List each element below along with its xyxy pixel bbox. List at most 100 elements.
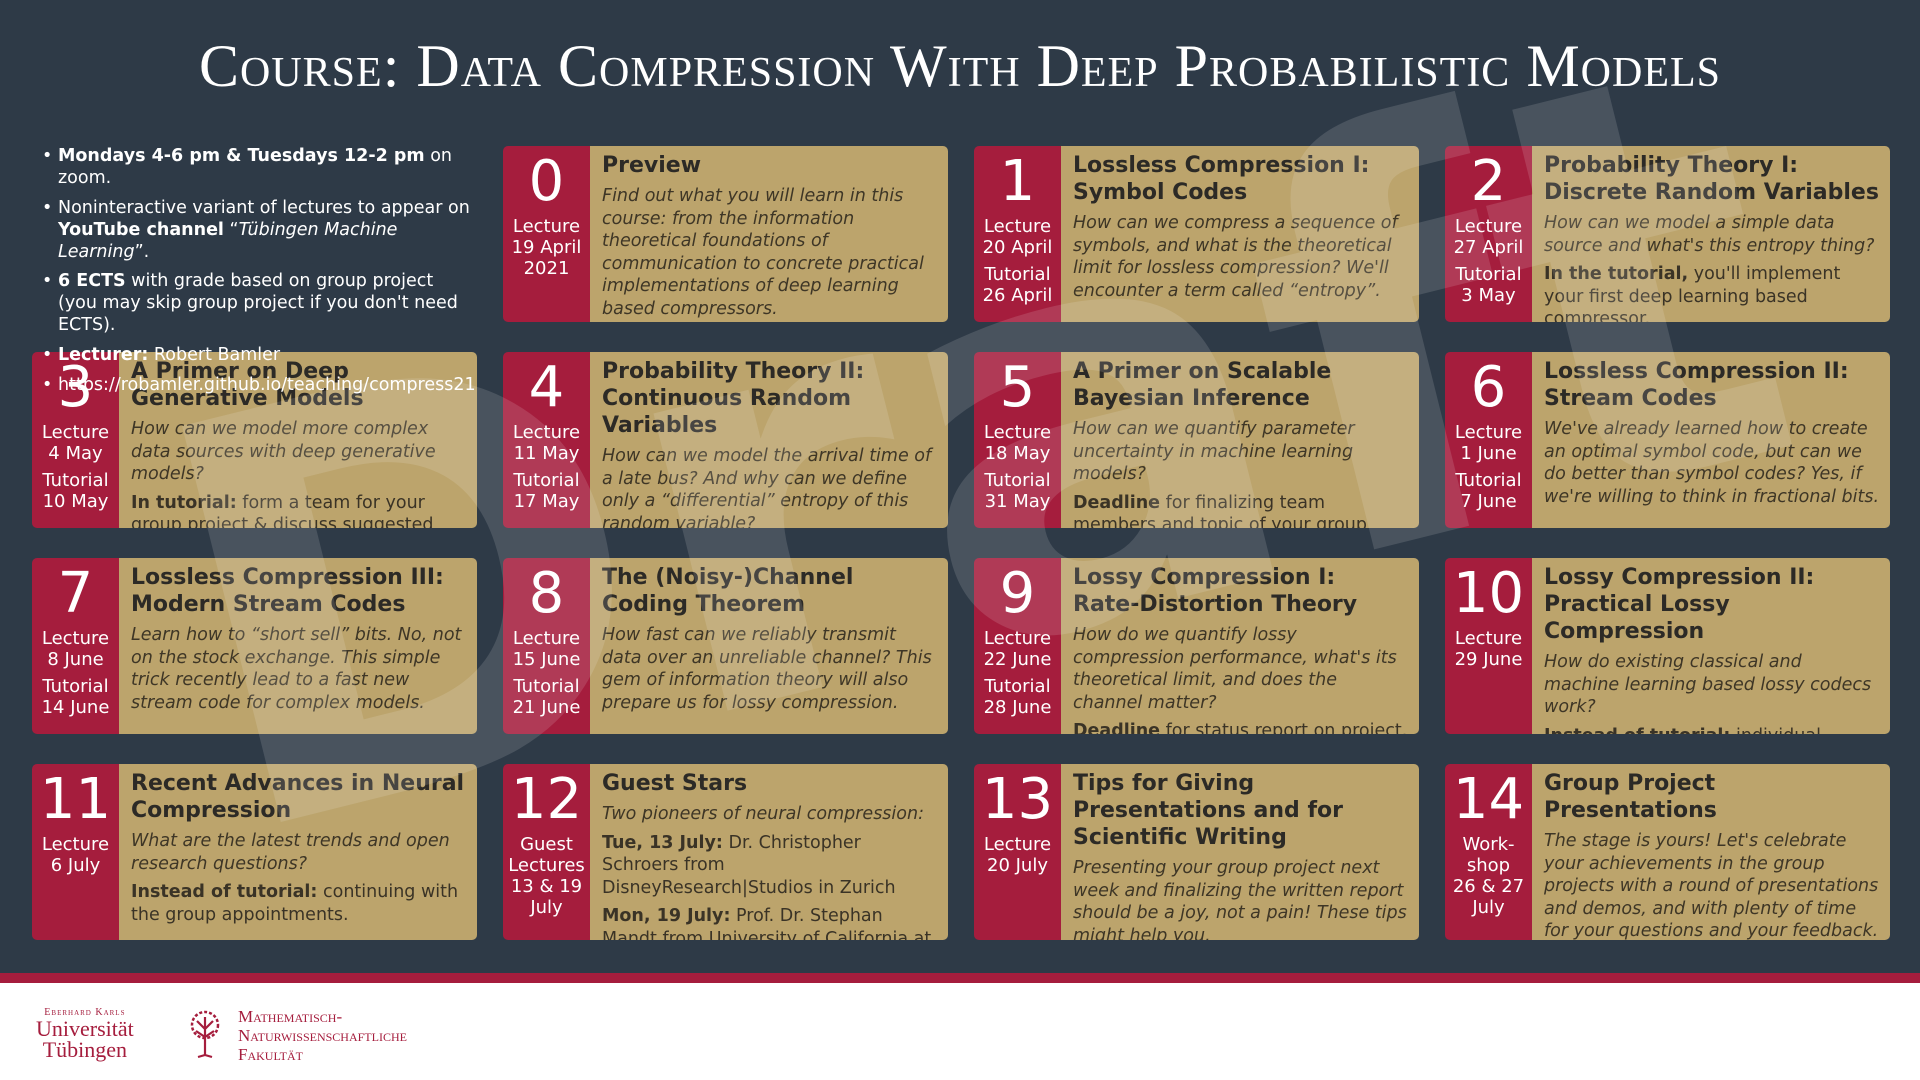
paragraph-text: How can we model the arrival time of a l… [602,446,932,528]
paragraph-text: What are the latest trends and open rese… [131,831,450,874]
card-paragraph: How can we quantify parameter uncertaint… [1073,418,1409,486]
session-date: 18 May [984,443,1051,464]
paragraph-text: Dr. Christopher Schroers from DisneyRese… [602,832,896,898]
session-date: 3 May [1461,285,1516,306]
session-label: Tutorial [513,470,580,491]
info-run: “ [223,219,239,240]
session-label: Tutorial [1455,470,1522,491]
paragraph-lead: Mon, 19 July: [602,906,731,926]
session-label: Lecture [1454,422,1523,443]
info-run: Lecturer: [58,345,149,365]
info-run: Mondays 4-6 pm & Tuesdays 12-2 pm [58,146,425,166]
paragraph-text: Prof. Dr. Stephan Mandt from University … [602,906,932,940]
paragraph-text: Find out what you will learn in this cou… [602,186,924,319]
faculty-line: Mathematisch- [238,1007,343,1026]
faculty-line: Naturwissenschaftliche [238,1026,407,1045]
card-title: The (Noisy-)Channel Coding Theorem [602,565,854,617]
card-body: Probability Theory II: Continuous Random… [590,352,948,528]
info-run: Robert Bamler [148,345,281,365]
session-label: Tutorial [1455,264,1522,285]
paragraph-text: We've already learned how to create an o… [1544,419,1880,507]
paragraph-text: How can we compress a sequence of symbol… [1073,213,1398,301]
card-paragraph: In the tutorial, you'll implement your f… [1544,263,1880,322]
session-label: Tutorial [42,676,109,697]
session-date: 26 April [982,285,1053,306]
lecture-number: 2 [1470,149,1507,214]
lecture-card: 7 Lecture 8 June Tutorial 14 June Lossless Co… [32,558,477,734]
session-label: Tutorial [513,676,580,697]
session-label: Lecture [983,216,1052,237]
card-paragraph: Instead of tutorial: continuing with the… [131,881,467,926]
info-run: with grade based on group project (you m… [58,271,458,336]
info-run: 6 ECTS [58,271,126,292]
card-title: Lossy Compression II: Practical Lossy Co… [1544,565,1815,644]
card-title: Tips for Giving Presentations and for Sc… [1073,771,1343,850]
session-label: Lecture [41,834,110,855]
session-date: 8 June [47,649,104,670]
lecture-card: 11 Lecture 6 July Recent Advances in Neural… [32,764,477,940]
lecture-card: 1 Lecture 20 April Tutorial 26 April Lossless… [974,146,1419,322]
paragraph-text: for finalizing team members and topic of… [1073,492,1367,529]
card-paragraph: How can we model more complex data sourc… [131,418,467,486]
lecture-card: 9 Lecture 22 June Tutorial 28 June Lossy Comp… [974,558,1419,734]
session-label: Lecture [1454,628,1523,649]
card-paragraph: How can we compress a sequence of symbol… [1073,212,1409,302]
info-item: 6 ECTS with grade based on group project… [42,271,477,337]
session-date: 4 May [48,443,103,464]
session-label: Work-shop [1462,834,1515,876]
session-date: 19 April 2021 [511,237,582,279]
info-run: on zoom. [58,146,453,188]
card-body: Guest Stars Two pioneers of neural compre… [590,764,948,940]
lecture-card: 13 Lecture 20 July Tips for Giving Presenta… [974,764,1419,940]
card-body: Lossless Compression II: Stream Codes We'… [1532,352,1890,528]
session-date: 10 May [42,491,109,512]
session-label: Tutorial [42,470,109,491]
session-label: Tutorial [984,470,1051,491]
paragraph-text: How do existing classical and machine le… [1544,652,1872,717]
lecture-number: 11 [39,767,112,832]
card-body: Lossy Compression I: Rate-Distortion The… [1061,558,1419,734]
card-side: 8 Lecture 15 June Tutorial 21 June [503,558,590,734]
paragraph-lead: Deadline [1073,721,1161,734]
session-date: 27 April [1453,237,1524,258]
info-item: Mondays 4-6 pm & Tuesdays 12-2 pm on zoo… [42,146,477,190]
card-title: Lossless Compression I: Symbol Codes [1073,153,1370,205]
card-paragraph: Tue, 13 July: Dr. Christopher Schroers f… [602,832,938,900]
lecture-number: 7 [57,561,94,626]
card-paragraph: How fast can we reliably transmit data o… [602,624,938,714]
session-date: 14 June [41,697,110,718]
card-side: 11 Lecture 6 July [32,764,119,940]
card-title: Lossless Compression III: Modern Stream … [131,565,444,617]
schedule-grid: Mondays 4-6 pm & Tuesdays 12-2 pm on zoo… [32,146,1890,940]
paragraph-text: Two pioneers of neural compression: [602,804,924,824]
card-side: 12 Guest Lectures 13 & 19 July [503,764,590,940]
session-date: 20 April [982,237,1053,258]
card-body: Lossless Compression III: Modern Stream … [119,558,477,734]
card-title: Lossless Compression II: Stream Codes [1544,359,1849,411]
paragraph-text: individual appointments to discuss your … [1544,726,1859,735]
card-side: 1 Lecture 20 April Tutorial 26 April [974,146,1061,322]
info-run: https://robamler.github.io/teaching/comp… [58,374,476,395]
card-title: Probability Theory II: Continuous Random… [602,359,865,438]
session-date: 29 June [1454,649,1523,670]
card-paragraph: In tutorial: form a team for your group … [131,492,467,529]
session-label: Lecture [983,422,1052,443]
lecture-number: 1 [999,149,1036,214]
logo-line: Universität [36,1016,134,1041]
card-side: 5 Lecture 18 May Tutorial 31 May [974,352,1061,528]
card-body: A Primer on Scalable Bayesian Inference H… [1061,352,1419,528]
session-label: Lecture [512,628,581,649]
logo-line: Tübingen [42,1037,128,1062]
card-side: 4 Lecture 11 May Tutorial 17 May [503,352,590,528]
session-date: 15 June [512,649,581,670]
paragraph-text: The stage is yours! Let's celebrate your… [1544,831,1879,940]
lecture-number: 6 [1470,355,1507,420]
session-label: Lecture [983,834,1052,855]
card-paragraph: How do existing classical and machine le… [1544,651,1880,719]
card-side: 14 Work-shop 26 & 27 July [1445,764,1532,940]
faculty-name: Mathematisch- Naturwissenschaftliche Fak… [238,1007,407,1064]
card-paragraph: Deadline for finalizing team members and… [1073,492,1409,529]
logo-line: Eberhard Karls [44,1007,126,1018]
paragraph-text: you'll implement your first deep learnin… [1544,264,1841,322]
card-body: Lossless Compression I: Symbol Codes How … [1061,146,1419,322]
